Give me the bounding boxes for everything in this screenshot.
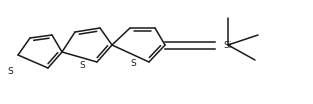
- Text: S: S: [130, 58, 136, 67]
- Text: Si: Si: [224, 40, 232, 50]
- Text: S: S: [79, 61, 85, 69]
- Text: S: S: [7, 67, 13, 77]
